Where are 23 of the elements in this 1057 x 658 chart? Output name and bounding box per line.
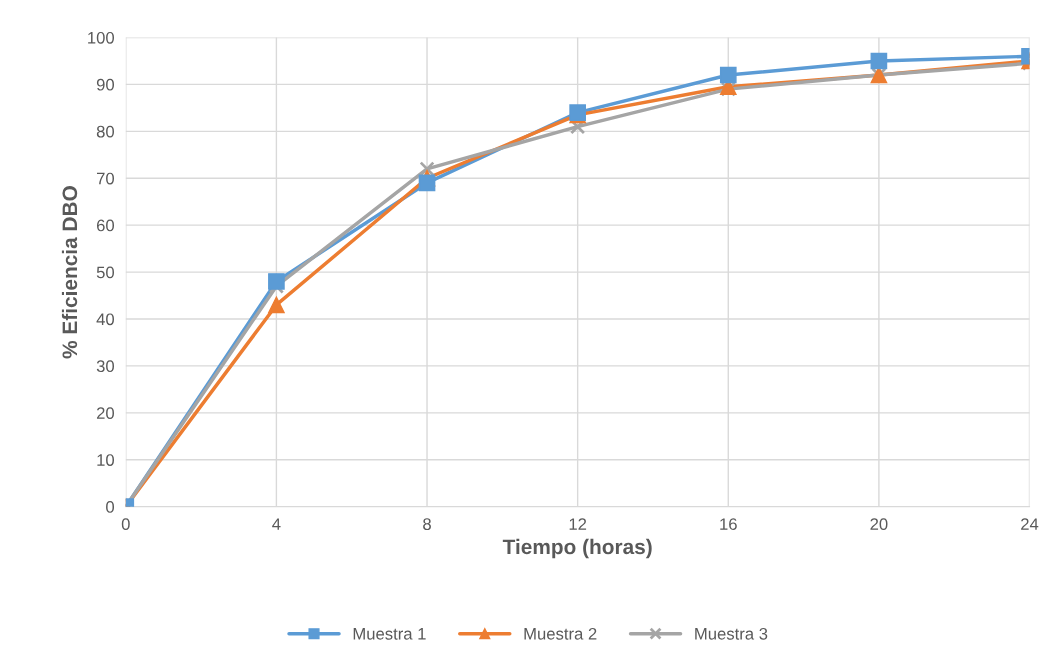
- legend-label: Muestra 1: [353, 628, 426, 640]
- x-tick-label: 0: [121, 518, 130, 531]
- y-tick-label: 0: [106, 501, 115, 513]
- legend-label: Muestra 2: [524, 627, 597, 640]
- y-axis-title: % Eficiencia DBO: [61, 186, 78, 359]
- x-tick-label: 16: [720, 518, 737, 531]
- x-tick-label: 8: [423, 518, 431, 531]
- y-tick-label: 40: [96, 313, 115, 326]
- y-tick-label: 60: [96, 219, 115, 232]
- y-tick-label: 90: [96, 78, 115, 91]
- y-tick-label: 20: [96, 407, 115, 420]
- x-tick-label: 12: [569, 518, 587, 530]
- x-axis-title: Tiempo (horas): [502, 538, 652, 559]
- y-tick-label: 70: [96, 172, 115, 185]
- x-tick-label: 4: [272, 518, 281, 530]
- y-tick-label: 80: [96, 125, 115, 138]
- y-tick-label: 30: [96, 360, 115, 373]
- y-tick-label: 50: [96, 266, 115, 279]
- y-tick-label: 100: [88, 31, 115, 44]
- y-tick-label: 10: [97, 454, 115, 466]
- legend-label: Muestra 3: [695, 627, 768, 640]
- x-tick-label: 20: [870, 518, 888, 531]
- x-tick-label: 24: [1021, 518, 1039, 530]
